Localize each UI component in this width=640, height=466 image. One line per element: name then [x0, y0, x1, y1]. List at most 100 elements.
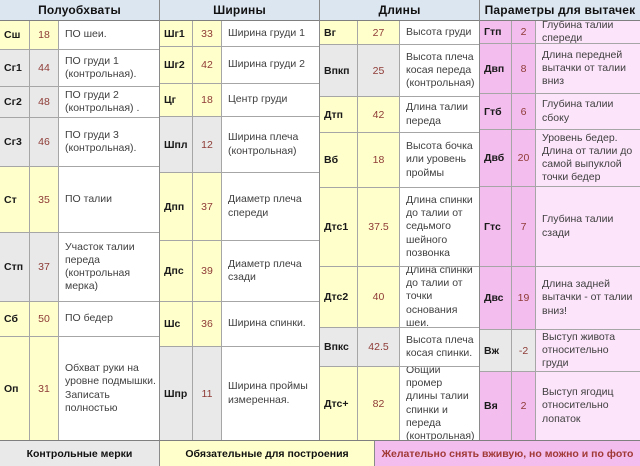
measure-code-cell: Двп: [480, 44, 512, 93]
measure-code-cell: Вж: [480, 330, 512, 371]
measurement-row: Сш 18 ПО шеи.: [0, 21, 159, 50]
table-body: Полуобхваты Сш 18 ПО шеи. Сг1 44 ПО груди 1 (к…: [0, 0, 640, 440]
measure-description-cell: Участок талии переда (контрольная мерка): [59, 233, 159, 301]
measure-value-cell: 36: [193, 302, 222, 346]
measure-description-cell: Высота плеча косая переда (контрольная): [400, 45, 479, 96]
measure-group-4: Параметры для вытачек Гтп 2 Глубина талии с…: [480, 0, 640, 440]
measure-value-cell: 37.5: [358, 188, 400, 266]
measurement-row: Шг2 42 Ширина груди 2: [160, 47, 319, 84]
measure-value-cell: 33: [193, 21, 222, 46]
measurement-row: Сг2 48 ПО груди 2 (контрольная) .: [0, 87, 159, 118]
measurement-row: Сб 50 ПО бедер: [0, 302, 159, 337]
measurement-row: Двс 19 Длина задней вытачки - от талии вни…: [480, 267, 640, 330]
measurement-row: Оп 31 Обхват руки на уровне подмышки. Запи…: [0, 337, 159, 440]
measure-description-cell: Уровень бедер. Длина от талии до самой в…: [536, 130, 640, 186]
measure-value-cell: 25: [358, 45, 400, 96]
measurement-row: Шпр 11 Ширина проймы измеренная.: [160, 347, 319, 440]
measure-description-cell: ПО талии: [59, 167, 159, 232]
measure-code-cell: Сб: [0, 302, 30, 336]
measure-value-cell: 42: [358, 97, 400, 132]
measurement-row: Цг 18 Центр груди: [160, 84, 319, 117]
group-header: Полуобхваты: [0, 0, 159, 21]
measure-description-cell: ПО бедер: [59, 302, 159, 336]
measure-code-cell: Вг: [320, 21, 358, 44]
measure-description-cell: Обхват руки на уровне подмышки. Записать…: [59, 337, 159, 440]
measure-description-cell: Длина спинки до талии от точки основания…: [400, 267, 479, 327]
measure-description-cell: ПО шеи.: [59, 21, 159, 49]
measure-code-cell: Дпп: [160, 173, 193, 240]
measure-description-cell: ПО груди 3 (контрольная).: [59, 118, 159, 166]
legend-cell-gray: Контрольные мерки: [0, 441, 160, 466]
measure-code-cell: Сш: [0, 21, 30, 49]
measurement-row: Впкп 25 Высота плеча косая переда (контрол…: [320, 45, 479, 97]
measure-description-cell: Высота бочка или уровень проймы: [400, 133, 479, 187]
table-legend: Контрольные мерки Обязательные для постро…: [0, 440, 640, 466]
measure-description-cell: Глубина талии сзади: [536, 187, 640, 266]
measure-description-cell: Длина задней вытачки - от талии вниз!: [536, 267, 640, 329]
measurement-row: Гтб 6 Глубина талии сбоку: [480, 94, 640, 130]
measure-code-cell: Впкп: [320, 45, 358, 96]
measure-description-cell: ПО груди 1 (контрольная).: [59, 50, 159, 86]
measure-code-cell: Вя: [480, 372, 512, 440]
measure-description-cell: Высота плеча косая спинки.: [400, 328, 479, 366]
measure-description-cell: Длина передней вытачки от талии вниз: [536, 44, 640, 93]
measure-description-cell: Ширина плеча (контрольная): [222, 117, 319, 172]
measurement-row: Шпл 12 Ширина плеча (контрольная): [160, 117, 319, 173]
measure-value-cell: 2: [512, 21, 536, 43]
measure-code-cell: Двс: [480, 267, 512, 329]
legend-cell-pink: Желательно снять вживую, но можно и по ф…: [375, 441, 640, 466]
measurement-row: Шс 36 Ширина спинки.: [160, 302, 319, 347]
measurement-row: Дпп 37 Диаметр плеча спереди: [160, 173, 319, 241]
measure-value-cell: 18: [193, 84, 222, 116]
measurement-row: Сг3 46 ПО груди 3 (контрольная).: [0, 118, 159, 167]
measure-code-cell: Ст: [0, 167, 30, 232]
measure-description-cell: Ширина груди 1: [222, 21, 319, 46]
measure-description-cell: Ширина проймы измеренная.: [222, 347, 319, 440]
measure-code-cell: Дтп: [320, 97, 358, 132]
measure-code-cell: Стп: [0, 233, 30, 301]
measure-code-cell: Вб: [320, 133, 358, 187]
measure-code-cell: Впкс: [320, 328, 358, 366]
measure-value-cell: 37: [30, 233, 59, 301]
measure-value-cell: 82: [358, 367, 400, 440]
measure-value-cell: 18: [30, 21, 59, 49]
group-header: Ширины: [160, 0, 319, 21]
measure-value-cell: 31: [30, 337, 59, 440]
measurement-row: Дтс2 40 Длина спинки до талии от точки осн…: [320, 267, 479, 328]
measure-value-cell: 37: [193, 173, 222, 240]
measure-code-cell: Дтс2: [320, 267, 358, 327]
measure-value-cell: 20: [512, 130, 536, 186]
measurement-row: Гтс 7 Глубина талии сзади: [480, 187, 640, 267]
measure-code-cell: Дтс+: [320, 367, 358, 440]
measurement-row: Гтп 2 Глубина талии спереди: [480, 21, 640, 44]
measure-description-cell: ПО груди 2 (контрольная) .: [59, 87, 159, 117]
measure-value-cell: 44: [30, 50, 59, 86]
measurement-row: Дтс1 37.5 Длина спинки до талии от седьмог…: [320, 188, 479, 267]
measure-value-cell: 11: [193, 347, 222, 440]
measure-code-cell: Сг1: [0, 50, 30, 86]
measure-value-cell: 35: [30, 167, 59, 232]
measure-value-cell: 40: [358, 267, 400, 327]
measurement-row: Вж -2 Выступ живота относительно груди: [480, 330, 640, 372]
measure-group-3: Длины Вг 27 Высота груди Впкп 25 Высота плеча …: [320, 0, 480, 440]
measure-description-cell: Глубина талии сбоку: [536, 94, 640, 129]
measure-description-cell: Глубина талии спереди: [536, 21, 640, 43]
measurement-row: Дтс+ 82 Общий промер длины талии спинки и …: [320, 367, 479, 440]
measurement-row: Впкс 42.5 Высота плеча косая спинки.: [320, 328, 479, 367]
group-header: Длины: [320, 0, 479, 21]
measurement-row: Вя 2 Выступ ягодиц относительно лопаток: [480, 372, 640, 440]
measure-code-cell: Дпс: [160, 241, 193, 301]
measure-value-cell: 19: [512, 267, 536, 329]
measurement-row: Вб 18 Высота бочка или уровень проймы: [320, 133, 479, 188]
measure-code-cell: Сг3: [0, 118, 30, 166]
measure-group-1: Полуобхваты Сш 18 ПО шеи. Сг1 44 ПО груди 1 (к…: [0, 0, 160, 440]
measure-value-cell: 48: [30, 87, 59, 117]
measure-description-cell: Высота груди: [400, 21, 479, 44]
measure-value-cell: 2: [512, 372, 536, 440]
measurement-row: Стп 37 Участок талии переда (контрольная м…: [0, 233, 159, 302]
measurement-row: Двп 8 Длина передней вытачки от талии вниз: [480, 44, 640, 94]
legend-cell-yellow: Обязательные для построения: [160, 441, 375, 466]
measure-description-cell: Длина спинки до талии от седьмого шейног…: [400, 188, 479, 266]
measure-description-cell: Выступ ягодиц относительно лопаток: [536, 372, 640, 440]
measure-description-cell: Выступ живота относительно груди: [536, 330, 640, 371]
